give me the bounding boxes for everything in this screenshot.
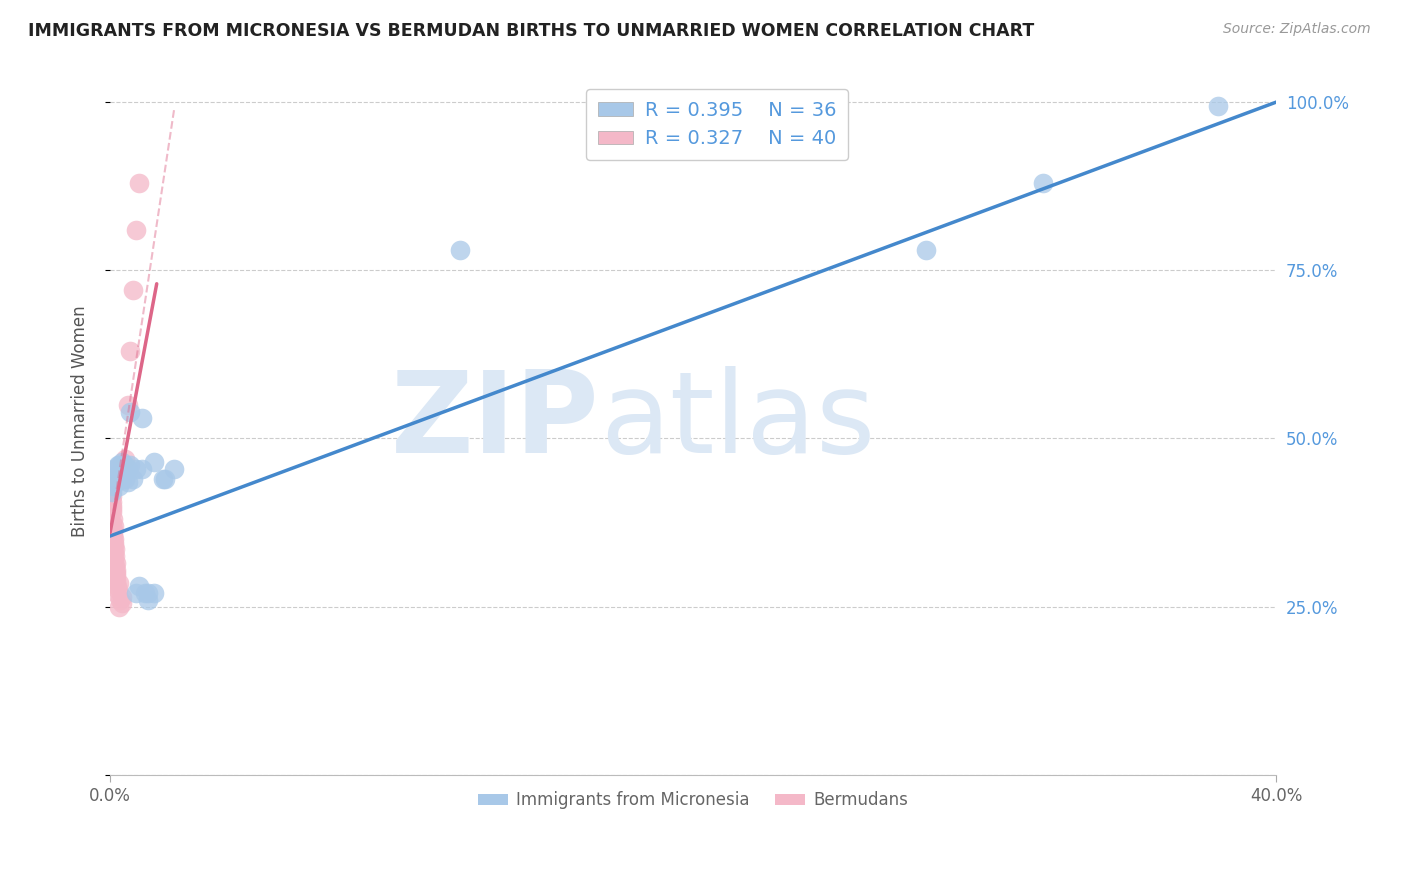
- Point: [122, 472, 145, 486]
- Point: [107, 582, 129, 597]
- Point: [125, 462, 148, 476]
- Point: [108, 478, 131, 492]
- Point: [117, 475, 139, 490]
- Point: [111, 455, 134, 469]
- Point: [111, 472, 134, 486]
- Point: [101, 522, 124, 536]
- Point: [125, 223, 148, 237]
- Point: [101, 495, 124, 509]
- Point: [104, 556, 127, 570]
- Point: [128, 176, 150, 190]
- Point: [105, 579, 128, 593]
- Point: [1206, 98, 1229, 112]
- Point: [104, 542, 127, 557]
- Point: [125, 586, 148, 600]
- Point: [100, 491, 122, 506]
- Text: atlas: atlas: [600, 367, 875, 477]
- Point: [142, 455, 165, 469]
- Point: [122, 284, 145, 298]
- Y-axis label: Births to Unmarried Women: Births to Unmarried Women: [72, 306, 89, 538]
- Point: [104, 472, 127, 486]
- Text: ZIP: ZIP: [391, 367, 600, 477]
- Point: [155, 472, 177, 486]
- Point: [104, 566, 127, 580]
- Point: [101, 512, 124, 526]
- Point: [110, 593, 132, 607]
- Point: [449, 243, 471, 257]
- Point: [108, 458, 131, 473]
- Point: [117, 398, 139, 412]
- Point: [108, 576, 131, 591]
- Point: [136, 586, 159, 600]
- Point: [101, 478, 124, 492]
- Point: [103, 546, 125, 560]
- Point: [105, 468, 128, 483]
- Point: [136, 593, 159, 607]
- Point: [103, 552, 125, 566]
- Point: [111, 590, 134, 604]
- Point: [915, 243, 938, 257]
- Text: IMMIGRANTS FROM MICRONESIA VS BERMUDAN BIRTHS TO UNMARRIED WOMEN CORRELATION CHA: IMMIGRANTS FROM MICRONESIA VS BERMUDAN B…: [28, 22, 1035, 40]
- Point: [100, 485, 122, 500]
- Point: [107, 458, 129, 473]
- Point: [114, 472, 136, 486]
- Point: [100, 489, 122, 503]
- Point: [104, 549, 127, 564]
- Point: [120, 404, 142, 418]
- Point: [114, 451, 136, 466]
- Point: [131, 411, 153, 425]
- Point: [114, 458, 136, 473]
- Point: [103, 519, 125, 533]
- Text: Source: ZipAtlas.com: Source: ZipAtlas.com: [1223, 22, 1371, 37]
- Point: [134, 586, 156, 600]
- Point: [105, 573, 128, 587]
- Point: [131, 462, 153, 476]
- Point: [120, 344, 142, 359]
- Point: [105, 475, 128, 490]
- Point: [1032, 176, 1054, 190]
- Point: [110, 472, 132, 486]
- Legend: Immigrants from Micronesia, Bermudans: Immigrants from Micronesia, Bermudans: [471, 785, 915, 816]
- Point: [103, 462, 125, 476]
- Point: [152, 472, 174, 486]
- Point: [163, 462, 186, 476]
- Point: [105, 586, 128, 600]
- Point: [101, 525, 124, 540]
- Point: [103, 533, 125, 547]
- Point: [101, 506, 124, 520]
- Point: [104, 559, 127, 574]
- Point: [111, 596, 134, 610]
- Point: [103, 535, 125, 549]
- Point: [103, 529, 125, 543]
- Point: [105, 563, 128, 577]
- Point: [120, 458, 142, 473]
- Point: [117, 462, 139, 476]
- Point: [142, 586, 165, 600]
- Point: [101, 502, 124, 516]
- Point: [100, 478, 122, 492]
- Point: [103, 539, 125, 553]
- Point: [100, 499, 122, 513]
- Point: [108, 599, 131, 614]
- Point: [104, 569, 127, 583]
- Point: [101, 516, 124, 530]
- Point: [128, 579, 150, 593]
